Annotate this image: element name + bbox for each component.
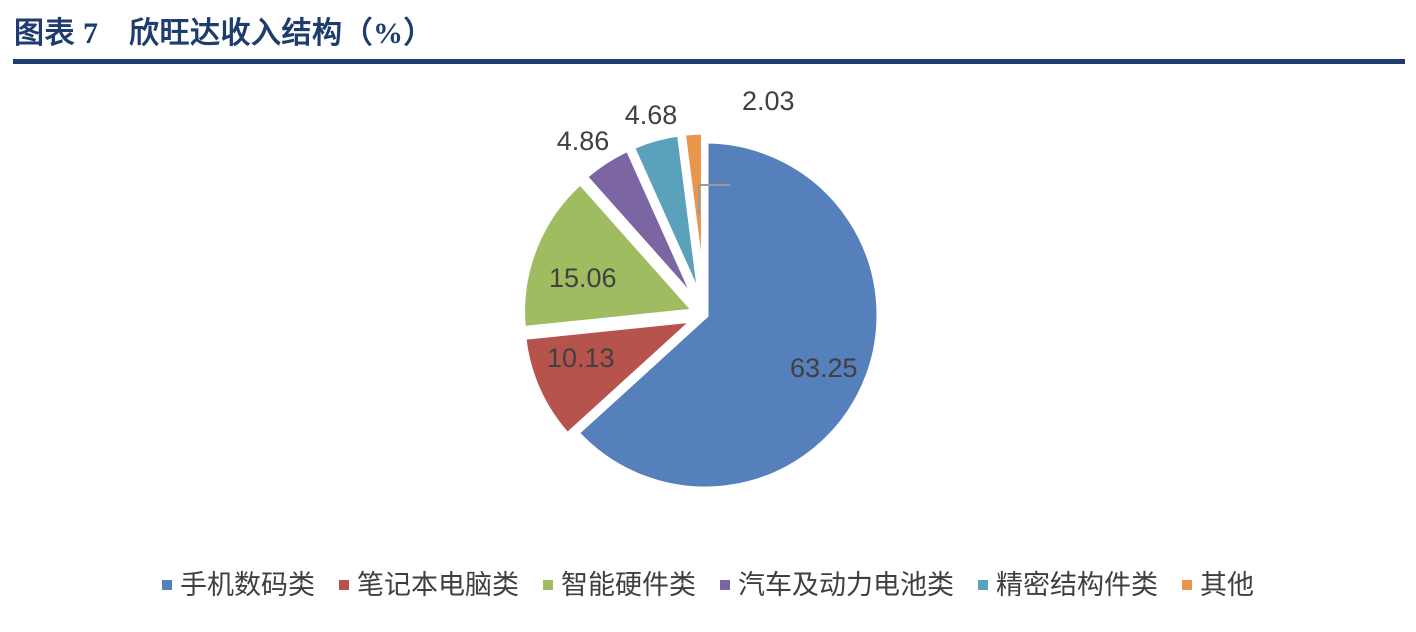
title-bar: 图表 7 欣旺达收入结构（%） xyxy=(14,14,1406,58)
legend-item-label: 笔记本电脑类 xyxy=(357,570,519,600)
legend-swatch-icon xyxy=(339,580,349,590)
legend-swatch-icon xyxy=(1182,580,1192,590)
legend-item-label: 其他 xyxy=(1200,570,1254,600)
pie-slice-2[interactable] xyxy=(518,314,707,442)
legend-item-label: 智能硬件类 xyxy=(561,570,696,600)
title-divider xyxy=(13,59,1405,64)
leader-line-other xyxy=(698,184,730,215)
chart-legend: 手机数码类 笔记本电脑类 智能硬件类 汽车及动力电池类 精密结构件类 其他 xyxy=(0,562,1416,608)
pie-slice-6[interactable] xyxy=(678,127,708,307)
legend-item-other[interactable]: 其他 xyxy=(1182,570,1254,600)
pie-slice-1[interactable] xyxy=(570,136,884,494)
data-label-3: 15.06 xyxy=(549,263,617,293)
legend-item-mobile-digital[interactable]: 手机数码类 xyxy=(162,570,315,600)
data-label-6: 2.03 xyxy=(742,86,795,116)
chart-plot-area: 63.25 10.13 15.06 4.86 4.68 2.03 xyxy=(0,70,1416,550)
legend-item-label: 精密结构件类 xyxy=(996,570,1158,600)
legend-swatch-icon xyxy=(162,580,172,590)
data-label-4: 4.86 xyxy=(557,126,610,156)
page-title: 图表 7 欣旺达收入结构（%） xyxy=(14,17,434,50)
pie-chart: 63.25 10.13 15.06 4.86 4.68 2.03 xyxy=(518,86,884,494)
legend-item-precision-structural[interactable]: 精密结构件类 xyxy=(978,570,1158,600)
legend-item-auto-power-battery[interactable]: 汽车及动力电池类 xyxy=(720,570,954,600)
data-label-2: 10.13 xyxy=(547,343,615,373)
legend-swatch-icon xyxy=(543,580,553,590)
legend-swatch-icon xyxy=(720,580,730,590)
legend-item-smart-hardware[interactable]: 智能硬件类 xyxy=(543,570,696,600)
legend-swatch-icon xyxy=(978,580,988,590)
data-label-5: 4.68 xyxy=(625,100,678,130)
legend-item-label: 手机数码类 xyxy=(180,570,315,600)
legend-item-laptop[interactable]: 笔记本电脑类 xyxy=(339,570,519,600)
data-label-1: 63.25 xyxy=(790,353,858,383)
pie-slice-3[interactable] xyxy=(518,176,704,334)
legend-item-label: 汽车及动力电池类 xyxy=(738,570,954,600)
